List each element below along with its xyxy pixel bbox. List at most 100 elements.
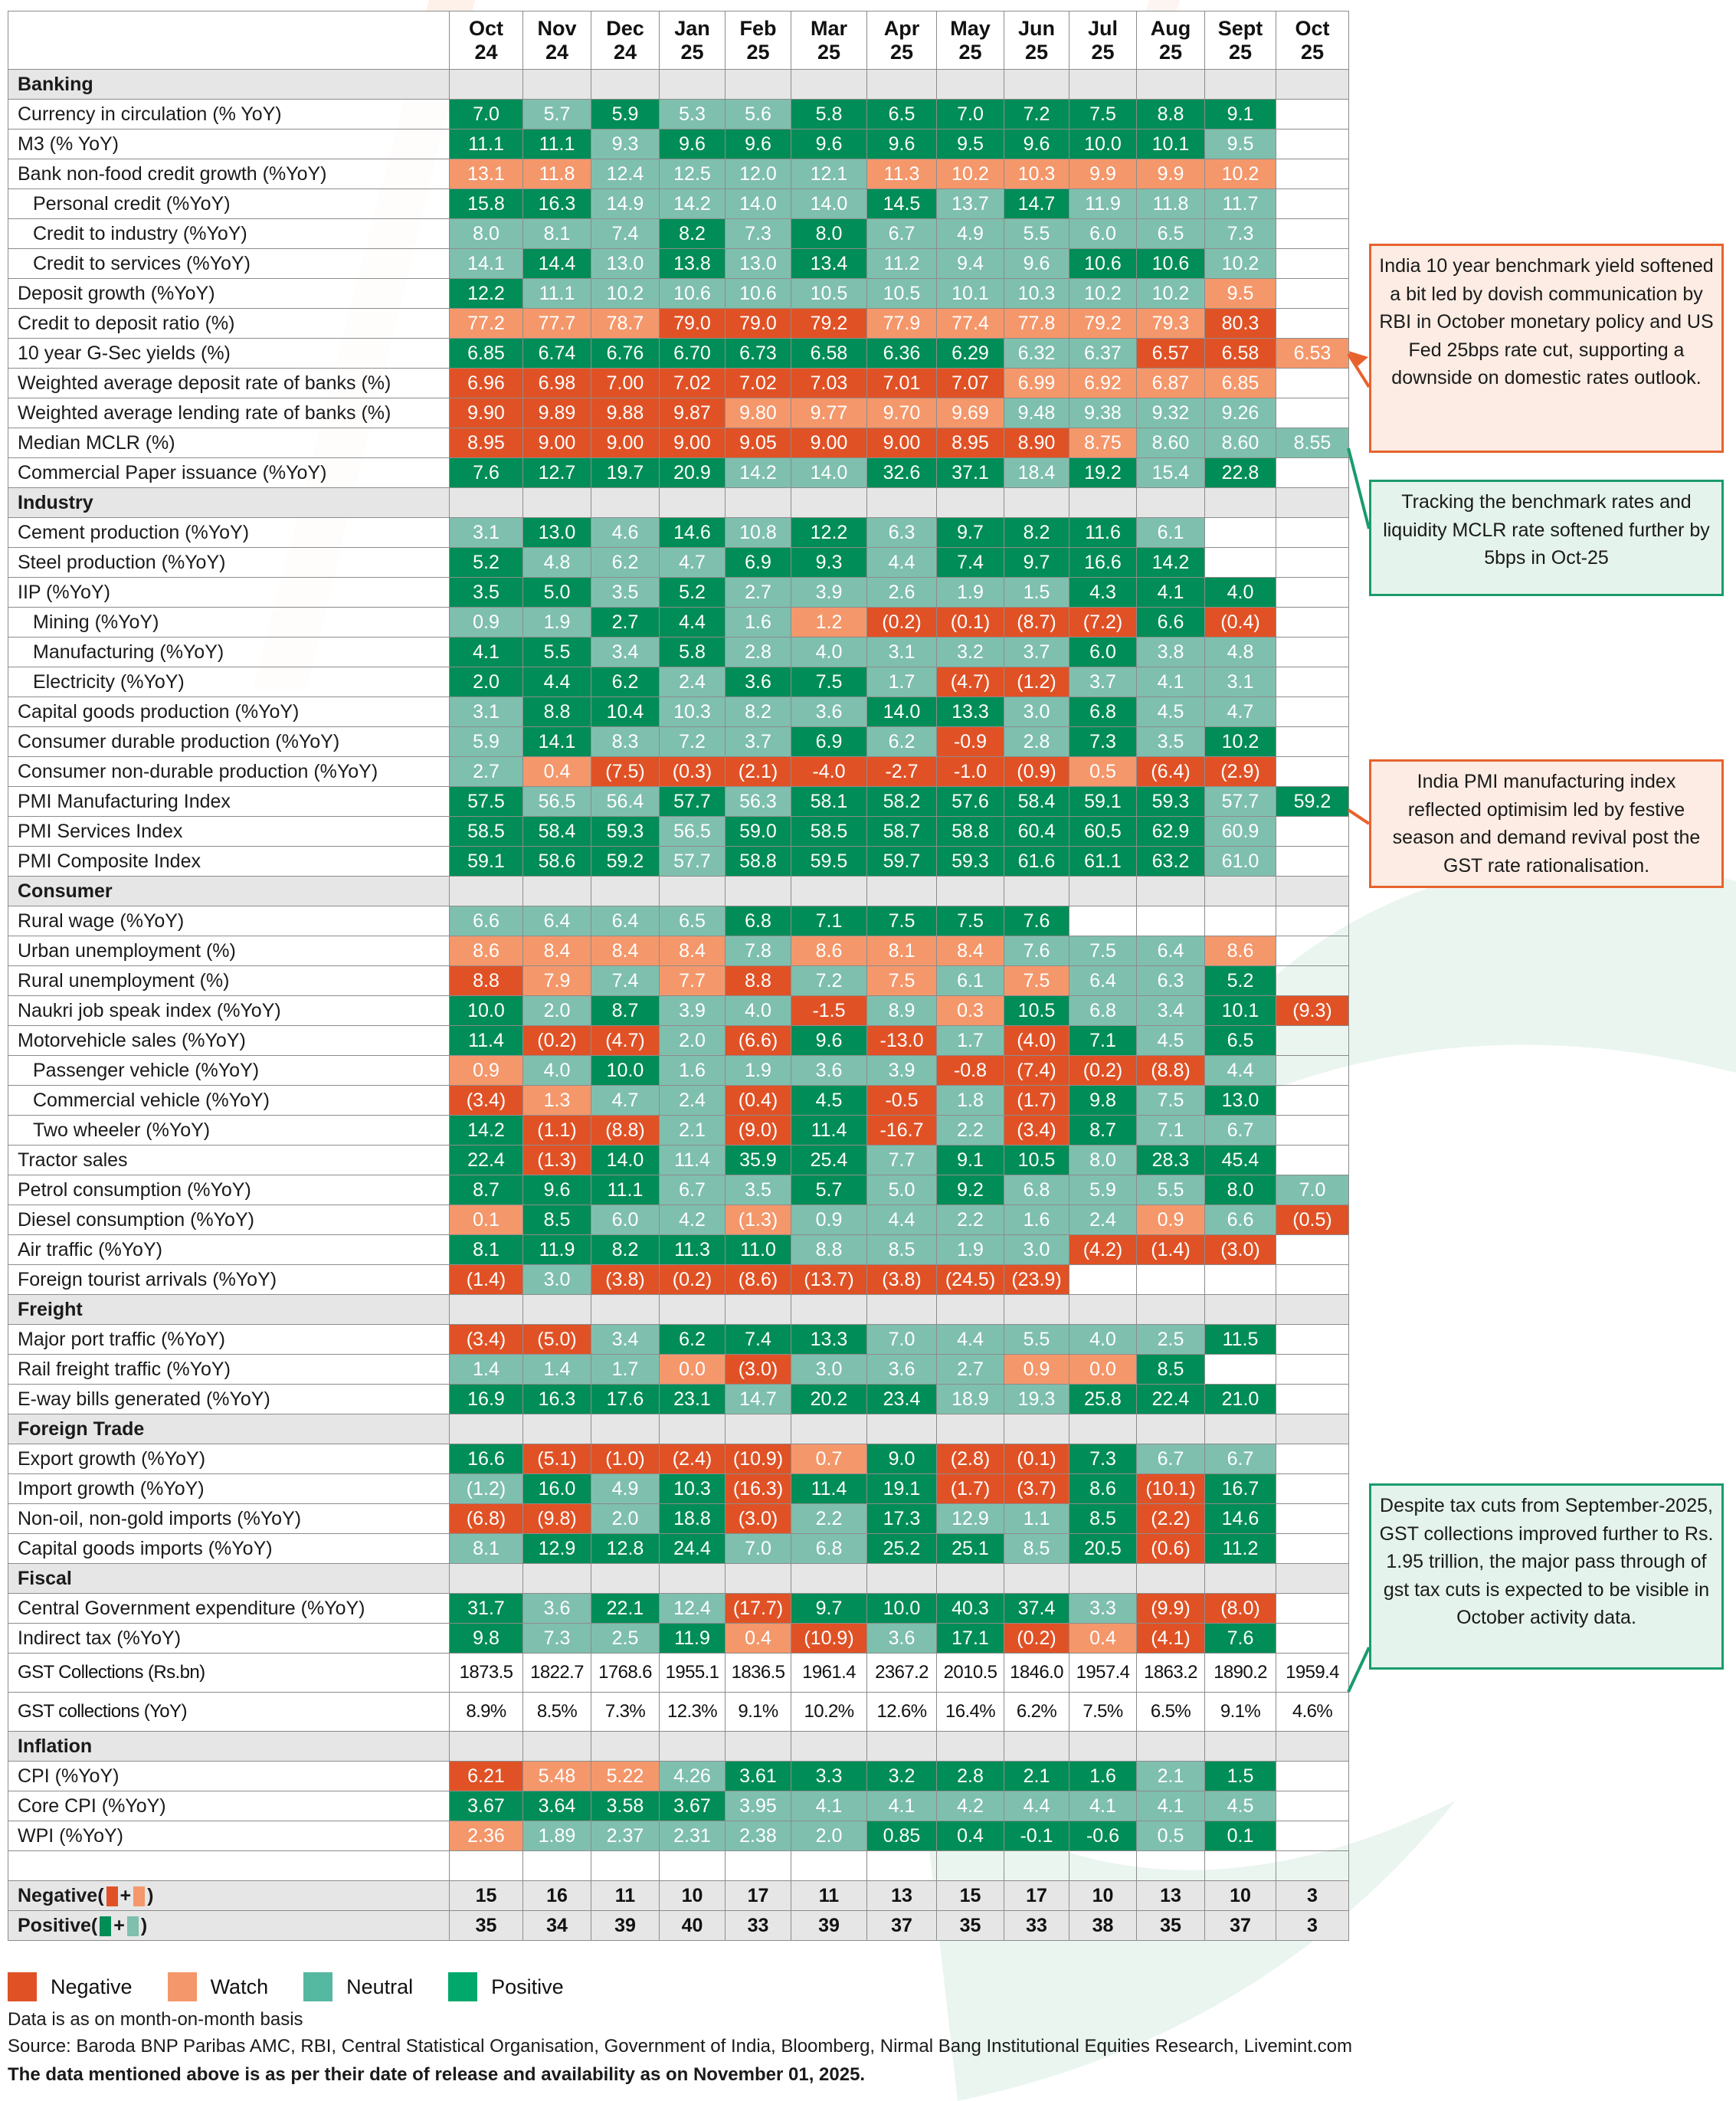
value-cell: 5.22 (591, 1761, 660, 1791)
value-cell: 6.4 (1069, 965, 1137, 996)
table-row: Indirect tax (%YoY) 9.8 7.3 2.5 11.9 0.4 (10.9… (8, 1623, 1349, 1654)
value-cell: 3.4 (591, 1324, 660, 1355)
table-row: PMI Manufacturing Index 57.5 56.5 56.4 57.7 5… (8, 786, 1349, 817)
value-cell: 4.5 (791, 1085, 867, 1116)
value-cell: 80.3 (1204, 308, 1276, 339)
watch-swatch (167, 1972, 197, 2001)
value-cell: 7.02 (725, 368, 791, 398)
value-cell: -0.1 (1004, 1821, 1069, 1851)
value-cell: -0.9 (936, 726, 1004, 757)
value-cell: 14.0 (725, 188, 791, 219)
value-cell: (8.8) (1136, 1055, 1205, 1086)
value-cell: 5.0 (522, 577, 591, 608)
value-cell: 6.57 (1136, 338, 1205, 369)
value-cell: 2.4 (659, 1085, 726, 1116)
legend-label: Neutral (346, 1975, 414, 1998)
value-cell: 6.6 (1204, 1205, 1276, 1235)
value-cell: 2.7 (449, 756, 523, 787)
value-cell: 7.4 (591, 965, 660, 996)
value-cell: 6.74 (522, 338, 591, 369)
value-cell: 4.0 (1204, 577, 1276, 608)
value-cell: 0.1 (449, 1205, 523, 1235)
value-cell: 3.3 (1069, 1593, 1137, 1624)
value-cell: 16.4% (936, 1692, 1004, 1732)
row-label: Mining (%YoY) (8, 607, 450, 638)
value-cell: 5.8 (791, 99, 867, 129)
value-cell: 25.2 (866, 1533, 937, 1564)
value-cell: (0.5) (1276, 1205, 1349, 1235)
value-cell: 7.3 (1069, 726, 1137, 757)
value-cell: 8.1 (449, 1533, 523, 1564)
month-label: Nov (537, 16, 577, 40)
value-cell: 6.87 (1136, 368, 1205, 398)
section-cell (591, 69, 660, 100)
value-cell: 1.9 (522, 607, 591, 638)
year-label: 25 (746, 40, 770, 64)
value-cell: 9.00 (791, 428, 867, 458)
value-cell: 22.8 (1204, 457, 1276, 488)
value-cell: 4.4 (936, 1324, 1004, 1355)
value-cell: 6.7 (1204, 1115, 1276, 1146)
value-cell: 4.4 (866, 1205, 937, 1235)
section-cell (659, 1731, 726, 1762)
value-cell: 5.48 (522, 1761, 591, 1791)
value-cell: 1.6 (659, 1055, 726, 1086)
table-row: Capital goods imports (%YoY) 8.1 12.9 12.8 2… (8, 1533, 1349, 1564)
value-cell: 1873.5 (449, 1653, 523, 1693)
value-cell: 7.1 (1069, 1025, 1137, 1056)
section-cell (522, 1731, 591, 1762)
section-cell (936, 69, 1004, 100)
month-label: Aug (1150, 16, 1191, 40)
section-title: Industry (8, 487, 450, 518)
value-cell: 19.1 (866, 1473, 937, 1504)
empty-cell (725, 1850, 791, 1881)
value-cell: 3.6 (791, 697, 867, 727)
value-cell: 6.2 (591, 547, 660, 578)
value-cell: 3.0 (1004, 697, 1069, 727)
value-cell (1204, 517, 1276, 548)
value-cell: 16.0 (522, 1473, 591, 1504)
value-cell (1276, 936, 1349, 966)
value-cell: 8.4 (591, 936, 660, 966)
value-cell: 9.00 (522, 428, 591, 458)
section-cell (1276, 1414, 1349, 1444)
table-row: 10 year G-Sec yields (%) 6.85 6.74 6.76 6.70… (8, 338, 1349, 369)
value-cell: 2.38 (725, 1821, 791, 1851)
value-cell: 10.0 (1069, 129, 1137, 159)
value-cell (1276, 1384, 1349, 1414)
value-cell: 5.7 (791, 1175, 867, 1205)
value-cell: 5.5 (1004, 1324, 1069, 1355)
row-label: Electricity (%YoY) (8, 667, 450, 697)
value-cell: 10.1 (1204, 995, 1276, 1026)
value-cell: 4.1 (1136, 667, 1205, 697)
positive-count: 38 (1069, 1910, 1137, 1941)
value-cell: 4.1 (866, 1791, 937, 1821)
value-cell: -13.0 (866, 1025, 937, 1056)
section-cell (522, 1294, 591, 1325)
value-cell: 6.2 (659, 1324, 726, 1355)
value-cell: 63.2 (1136, 846, 1205, 877)
section-cell (659, 1414, 726, 1444)
value-cell: (9.9) (1136, 1593, 1205, 1624)
month-label: Feb (739, 16, 777, 40)
value-cell: 59.3 (1136, 786, 1205, 817)
value-cell (1276, 906, 1349, 936)
value-cell: 6.76 (591, 338, 660, 369)
value-cell: 6.37 (1069, 338, 1137, 369)
value-cell: 7.03 (791, 368, 867, 398)
value-cell: 0.4 (725, 1623, 791, 1654)
value-cell: 4.7 (591, 1085, 660, 1116)
paren-close: ) (147, 1884, 154, 1906)
value-cell: 24.4 (659, 1533, 726, 1564)
table-row: Core CPI (%YoY) 3.67 3.64 3.58 3.67 3.95 4.1 4.… (8, 1791, 1349, 1821)
value-cell (1204, 906, 1276, 936)
value-cell: 9.6 (791, 129, 867, 159)
value-cell: 6.8 (1004, 1175, 1069, 1205)
row-label: Bank non-food credit growth (%YoY) (8, 159, 450, 189)
table-row: Diesel consumption (%YoY) 0.1 8.5 6.0 4.2 (1.… (8, 1205, 1349, 1235)
value-cell: 8.60 (1204, 428, 1276, 458)
section-cell (725, 1563, 791, 1594)
value-cell: 59.5 (791, 846, 867, 877)
value-cell: 7.6 (1004, 906, 1069, 936)
value-cell: (4.2) (1069, 1234, 1137, 1265)
